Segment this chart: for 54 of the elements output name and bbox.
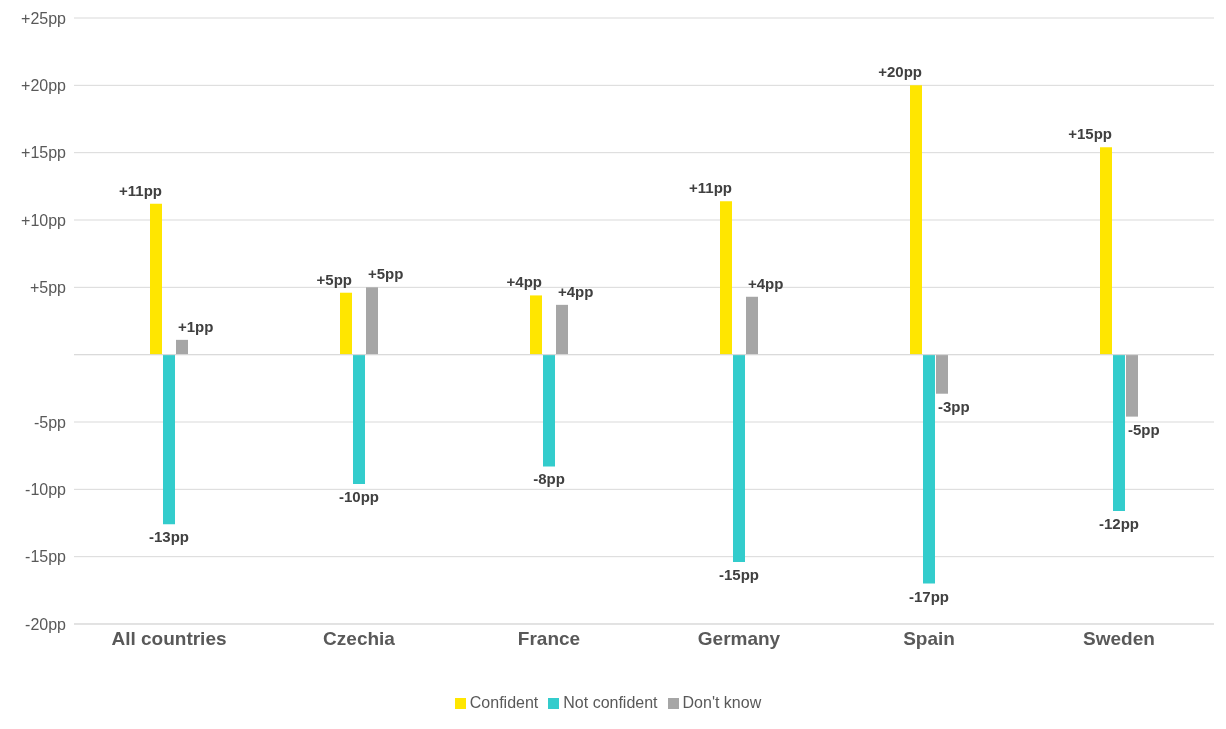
x-tick-label: All countries: [111, 628, 227, 650]
bar: [923, 354, 935, 584]
bar: [733, 354, 745, 563]
bar: [556, 304, 568, 355]
data-label: +11pp: [689, 179, 732, 197]
x-tick-label: Germany: [697, 628, 781, 650]
y-tick-label: +5pp: [29, 279, 67, 297]
bar: [746, 296, 758, 355]
y-tick-label: +20pp: [21, 77, 67, 95]
bar: [340, 292, 352, 355]
bar: [910, 85, 922, 355]
data-label: +5pp: [368, 265, 404, 283]
data-label: +15pp: [1068, 125, 1112, 143]
y-tick-label: +25pp: [21, 9, 67, 27]
bar: [1100, 147, 1112, 355]
legend-label: Don't know: [682, 694, 762, 711]
data-label: -15pp: [718, 566, 760, 584]
bar: [543, 354, 555, 467]
x-tick-label: Czechia: [323, 628, 396, 650]
bar: [720, 201, 732, 355]
data-label: -17pp: [908, 587, 950, 605]
x-tick-label: Sweden: [1083, 628, 1155, 650]
y-tick-label: +15pp: [21, 144, 67, 162]
bar: [176, 339, 188, 355]
data-label: -13pp: [148, 528, 190, 546]
data-label: -10pp: [338, 487, 380, 505]
legend-label: Confident: [469, 694, 539, 711]
bar: [1126, 354, 1138, 417]
y-tick-label: -15pp: [25, 548, 67, 566]
data-label: +20pp: [878, 63, 922, 81]
data-label: +11pp: [119, 181, 162, 199]
data-label: +4pp: [748, 274, 784, 292]
bar: [163, 354, 175, 525]
data-label: +5pp: [316, 270, 352, 288]
bar: [150, 203, 162, 355]
y-tick-label: -20pp: [25, 615, 67, 633]
data-label: -8pp: [533, 470, 565, 488]
y-tick-label: +10pp: [21, 211, 67, 229]
y-tick-label: -5pp: [33, 413, 67, 431]
bar: [530, 295, 542, 355]
data-label: -3pp: [938, 397, 970, 415]
data-label: -12pp: [1098, 514, 1140, 532]
x-tick-label: France: [517, 628, 581, 650]
x-tick-label: Spain: [903, 628, 955, 650]
legend-label: Not confident: [563, 694, 658, 711]
data-label: +1pp: [178, 317, 214, 335]
y-tick-label: -10pp: [25, 481, 67, 499]
data-label: -5pp: [1128, 420, 1160, 438]
bar: [353, 354, 365, 484]
data-label: +4pp: [506, 273, 542, 291]
bar: [1113, 354, 1125, 511]
data-label: +4pp: [558, 282, 594, 300]
bar: [936, 354, 948, 394]
bar: [366, 287, 378, 355]
